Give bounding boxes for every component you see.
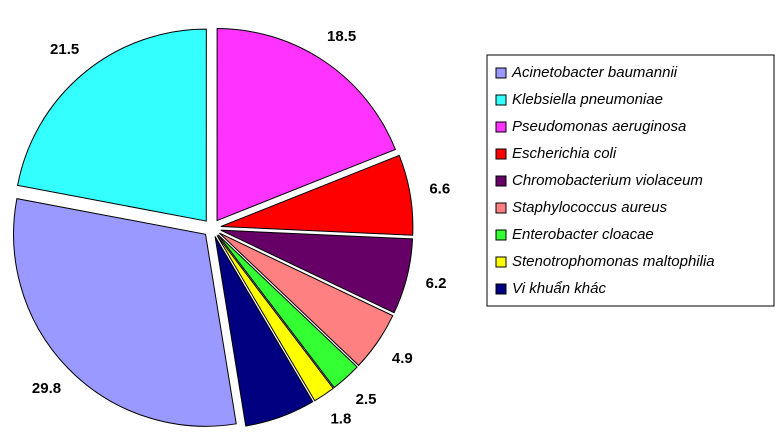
pie-slice	[219, 232, 394, 367]
legend-label: Enterobacter cloacae	[512, 226, 654, 243]
legend-label: Klebsiella pneumoniae	[512, 91, 663, 108]
legend-swatch	[495, 256, 507, 268]
legend-swatch	[495, 67, 507, 79]
data-label: 6.2	[426, 275, 447, 292]
pie-slice	[216, 28, 397, 222]
data-label: 1.8	[330, 411, 351, 428]
legend-label: Escherichia coli	[512, 145, 617, 162]
pie-slice	[214, 236, 314, 427]
legend-box	[486, 54, 775, 307]
legend-label: Chromobacterium violaceum	[512, 172, 703, 189]
legend-label: Pseudomonas aeruginosa	[512, 118, 686, 135]
legend-swatch	[495, 229, 507, 241]
data-label: 4.9	[392, 350, 413, 367]
legend-swatch	[495, 121, 507, 133]
legend-swatch	[495, 283, 507, 295]
pie-slice	[13, 197, 237, 427]
data-label: 2.5	[356, 391, 377, 408]
pie-slice	[216, 235, 334, 402]
data-label: 21.5	[50, 41, 79, 58]
legend-label: Stenotrophomonas maltophilia	[512, 253, 715, 270]
legend-label: Acinetobacter baumannii	[511, 64, 678, 81]
legend-label: Staphylococcus aureus	[512, 199, 668, 216]
data-label: 6.6	[429, 181, 450, 198]
legend-label: Vi khuẩn khác	[512, 280, 606, 297]
legend-swatch	[495, 94, 507, 106]
legend-swatch	[495, 148, 507, 160]
legend-swatch	[495, 202, 507, 214]
data-label: 5.8	[280, 436, 301, 438]
pie-slice	[17, 28, 207, 222]
pie-slice	[217, 234, 358, 389]
pie-slice	[220, 229, 414, 314]
data-label: 29.8	[32, 380, 61, 397]
data-label: 18.5	[327, 28, 356, 45]
pie-slice	[220, 154, 414, 236]
legend-swatch	[495, 175, 507, 187]
